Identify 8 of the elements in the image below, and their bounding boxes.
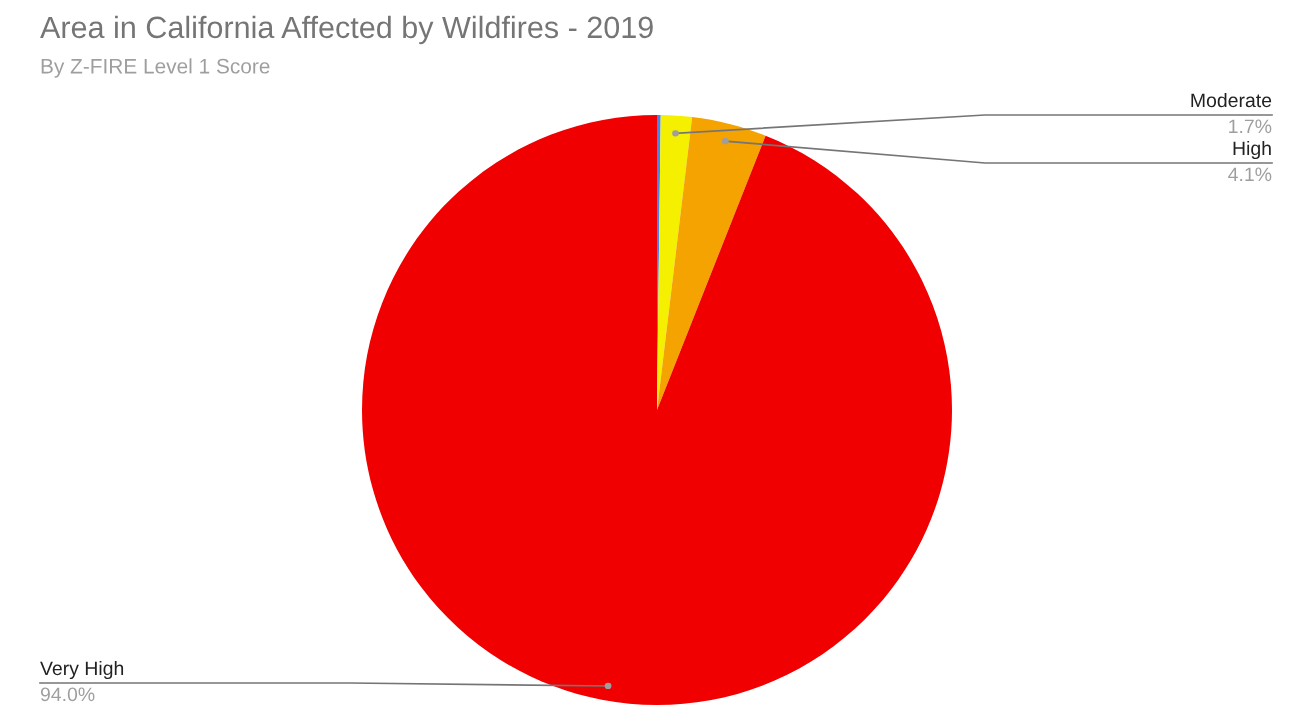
chart-subtitle: By Z-FIRE Level 1 Score [41, 58, 270, 78]
slice-label: Very High [40, 660, 124, 680]
data-label: 1.7% [1229, 119, 1272, 134]
data-label: 4.1% [1228, 167, 1272, 182]
slice-label: High [1233, 140, 1271, 160]
data-label: 94.0% [40, 687, 95, 702]
slice-label: Moderate [1191, 92, 1272, 108]
chart-title: Area in California Affected by Wildfires - 2019 [40, 15, 653, 45]
